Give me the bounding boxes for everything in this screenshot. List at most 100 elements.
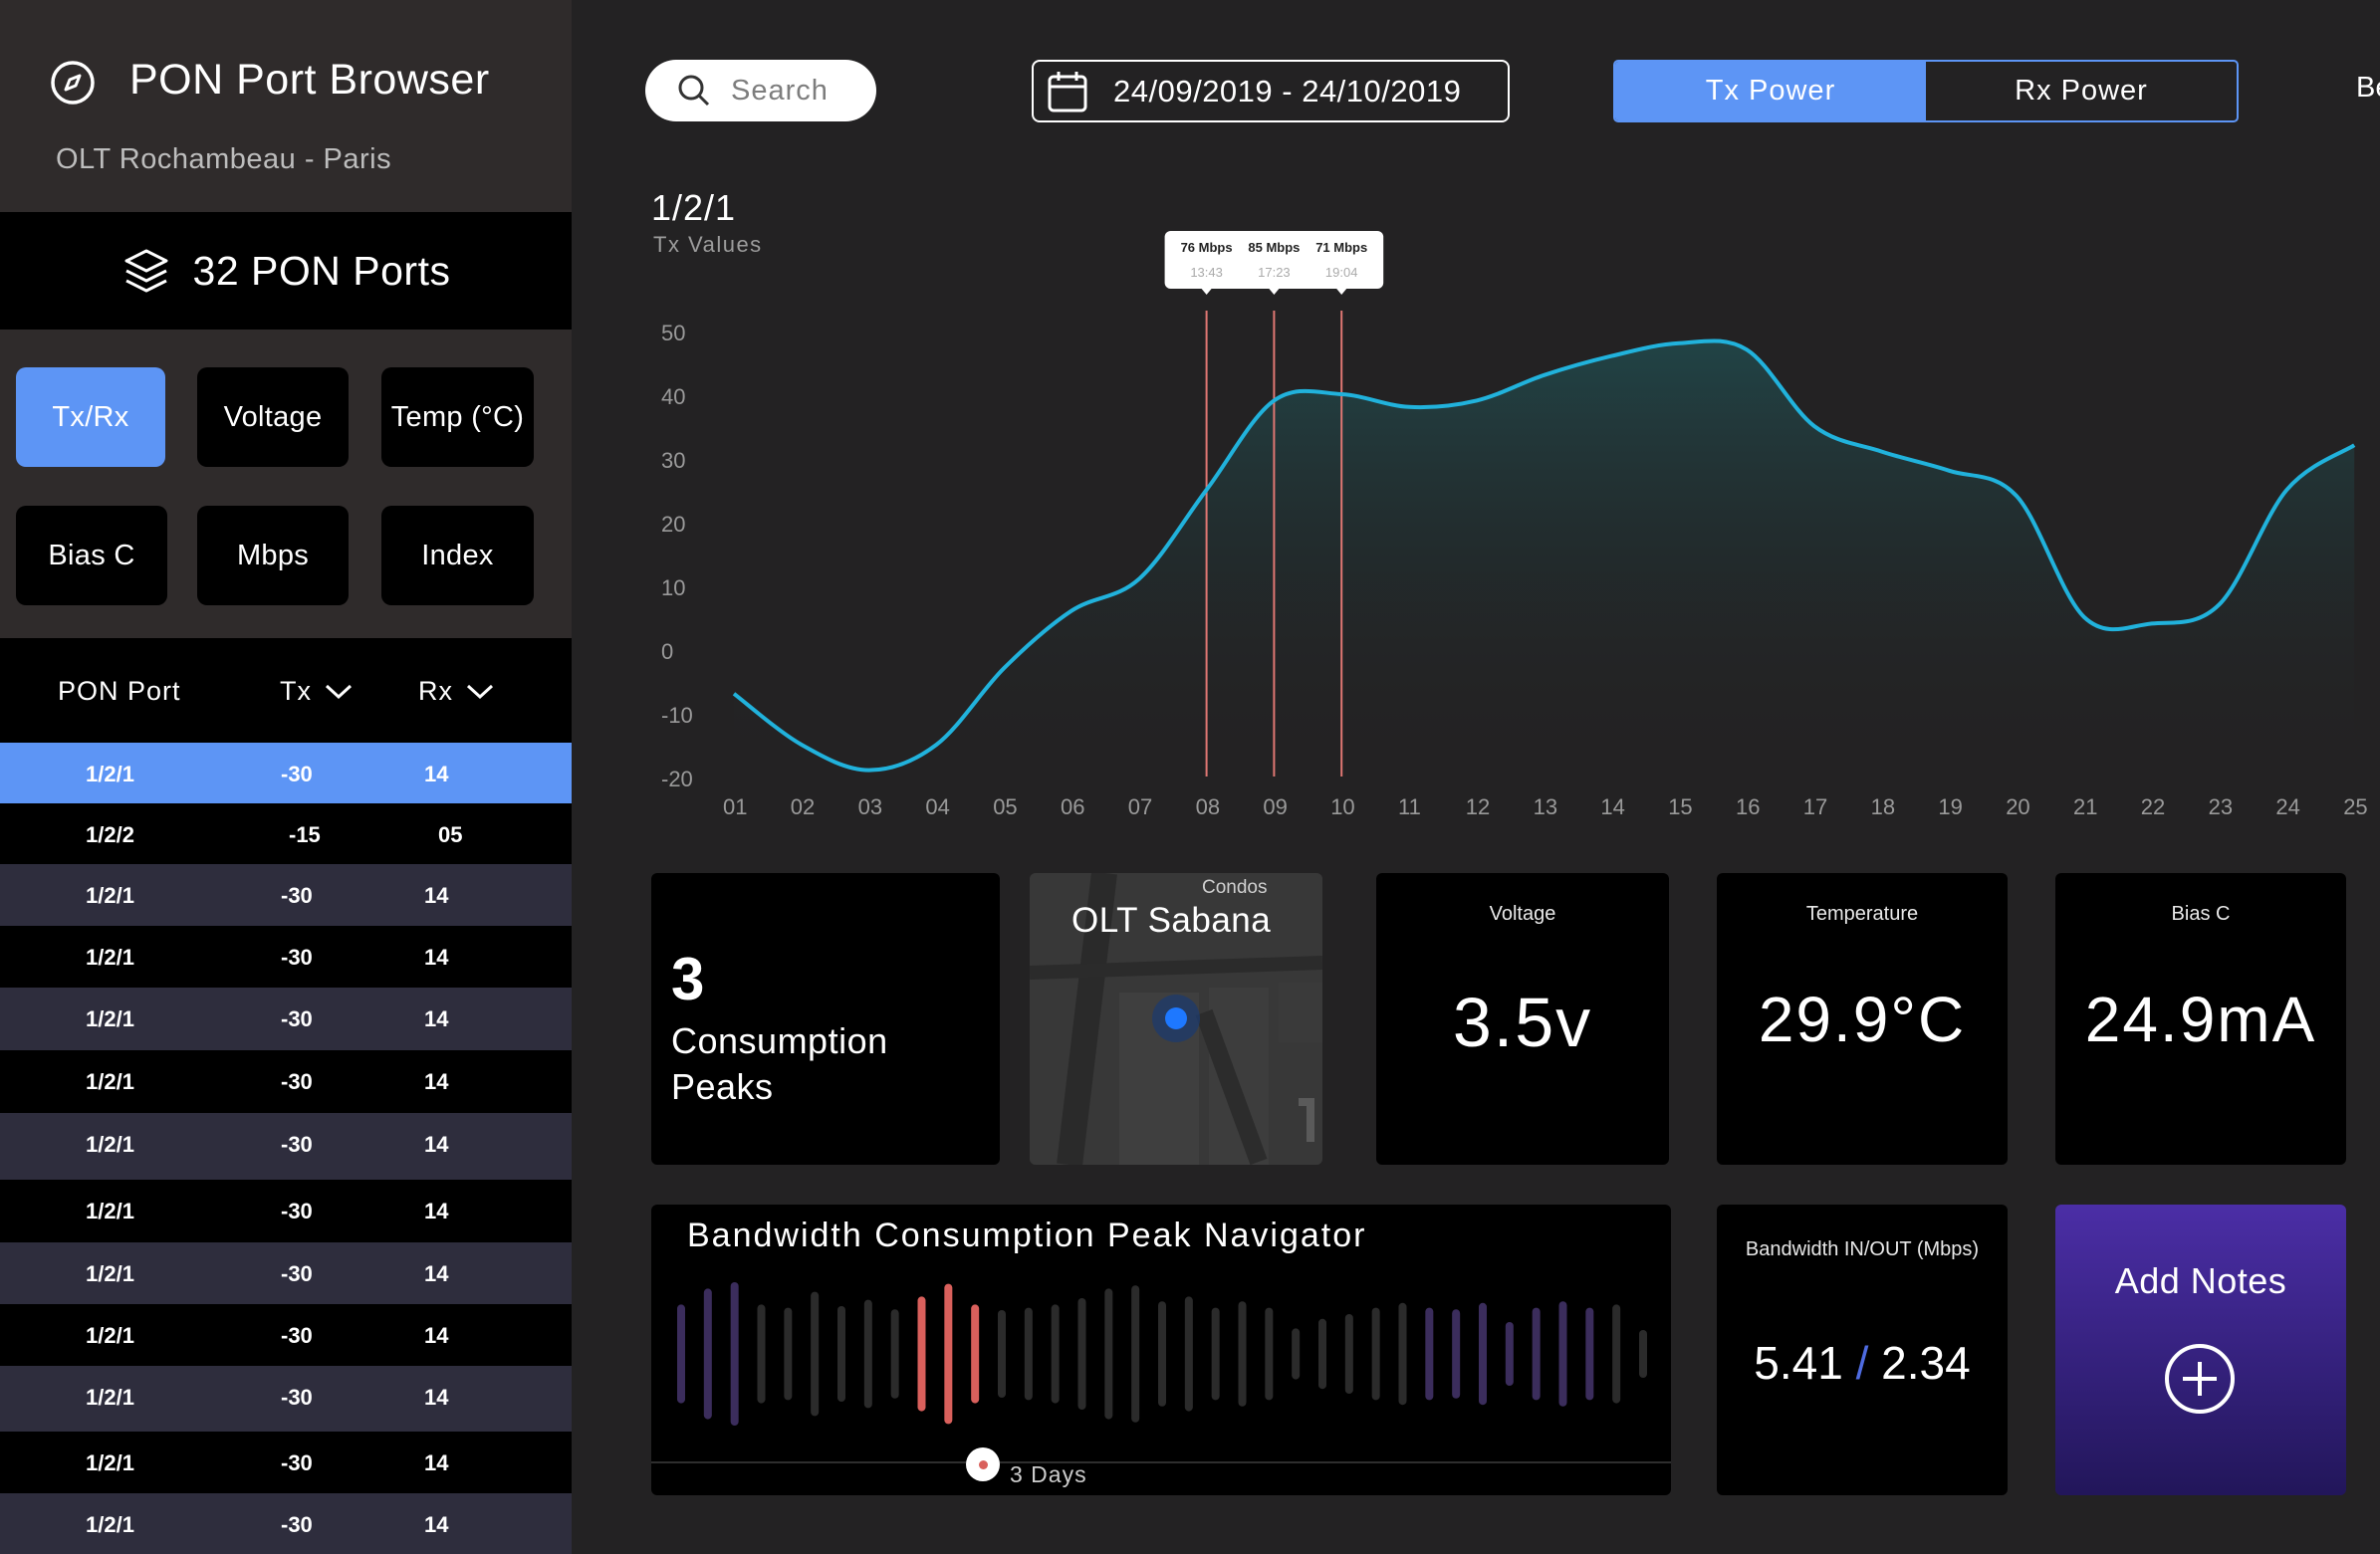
x-tick-label: 09	[1263, 794, 1287, 819]
navigator-bar[interactable]	[971, 1304, 980, 1404]
navigator-bar[interactable]	[1612, 1304, 1621, 1404]
navigator-bar[interactable]	[1184, 1296, 1193, 1412]
row-tx-cell: -15	[289, 822, 321, 847]
row-tx-cell: -30	[281, 883, 313, 908]
table-row[interactable]: 1/2/1 -30 14	[0, 864, 572, 926]
row-rx-cell: 05	[438, 822, 463, 847]
navigator-bar[interactable]	[1051, 1304, 1060, 1404]
navigator-bar[interactable]	[1479, 1302, 1487, 1406]
search-input[interactable]	[731, 74, 860, 108]
x-tick-label: 19	[1938, 794, 1962, 819]
navigator-bar[interactable]	[677, 1304, 685, 1404]
column-header-port[interactable]: PON Port	[58, 676, 181, 706]
add-notes-card[interactable]: Add Notes	[2055, 1205, 2346, 1495]
filter-index-button[interactable]: Index	[381, 506, 534, 605]
navigator-bar[interactable]	[1639, 1330, 1647, 1378]
navigator-bar[interactable]	[1292, 1328, 1301, 1380]
navigator-bar[interactable]	[837, 1306, 845, 1402]
row-rx-cell: 14	[424, 945, 449, 970]
filter-txrx-button[interactable]: Tx/Rx	[16, 367, 165, 467]
navigator-bar[interactable]	[1024, 1307, 1033, 1401]
layers-icon	[124, 249, 168, 293]
table-row-selected[interactable]: 1/2/1 -30 14	[0, 743, 572, 803]
navigator-bar[interactable]	[811, 1291, 820, 1417]
consumption-peaks-card[interactable]: 3 Consumption Peaks	[651, 873, 1000, 1165]
navigator-bar[interactable]	[1371, 1307, 1380, 1401]
navigator-bar[interactable]	[1585, 1307, 1594, 1401]
filter-mbps-button[interactable]: Mbps	[197, 506, 349, 605]
navigator-bar[interactable]	[1344, 1314, 1353, 1394]
navigator-bar[interactable]	[1318, 1318, 1326, 1390]
table-row[interactable]: 1/2/1 -30 14	[0, 1493, 572, 1554]
column-header-rx[interactable]: Rx	[418, 676, 495, 707]
navigator-bar[interactable]	[998, 1310, 1006, 1398]
table-row[interactable]: 1/2/1 -30 14	[0, 1366, 572, 1432]
filter-temp-button[interactable]: Temp (°C)	[381, 367, 534, 467]
table-row[interactable]: 1/2/1 -30 14	[0, 988, 572, 1050]
bandwidth-inout-card[interactable]: Bandwidth IN/OUT (Mbps) 5.41 / 2.34	[1717, 1205, 2008, 1495]
navigator-bar[interactable]	[917, 1296, 926, 1412]
navigator-bar[interactable]	[1238, 1301, 1247, 1407]
x-tick-label: 10	[1330, 794, 1354, 819]
table-row[interactable]: 1/2/2 -15 05	[0, 803, 572, 864]
navigator-bar[interactable]	[863, 1299, 872, 1409]
x-tick-label: 08	[1196, 794, 1220, 819]
chart-subtitle: Tx Values	[653, 232, 763, 257]
peak-navigator-card[interactable]: Bandwidth Consumption Peak Navigator 3 D…	[651, 1205, 1671, 1495]
x-tick-label: 15	[1668, 794, 1692, 819]
navigator-bar[interactable]	[1158, 1301, 1166, 1407]
navigator-bar[interactable]	[730, 1282, 739, 1426]
y-tick-label: 0	[661, 639, 673, 664]
plus-circle-icon[interactable]	[2163, 1342, 2237, 1416]
navigator-bar[interactable]	[1131, 1285, 1140, 1423]
date-range-picker[interactable]: 24/09/2019 - 24/10/2019	[1032, 60, 1510, 122]
overflow-tab-label[interactable]: Be	[2356, 72, 2380, 104]
filter-bias-button[interactable]: Bias C	[16, 506, 167, 605]
table-row[interactable]: 1/2/1 -30 14	[0, 1113, 572, 1180]
navigator-bar[interactable]	[1077, 1298, 1086, 1410]
navigator-bar[interactable]	[890, 1309, 899, 1399]
navigator-bar[interactable]	[944, 1283, 953, 1425]
x-tick-label: 20	[2006, 794, 2029, 819]
tx-values-chart[interactable]: 50 40 30 20 10 0 -10 -20 01 02 03 04 05 06 07 08 09 10 11 1…	[572, 219, 2380, 836]
x-tick-label: 01	[723, 794, 747, 819]
table-header: PON Port Tx Rx	[0, 638, 572, 743]
row-tx-cell: -30	[281, 1069, 313, 1094]
navigator-bar[interactable]	[1398, 1302, 1407, 1406]
rx-power-tab[interactable]: Rx Power	[2015, 75, 2148, 107]
row-tx-cell: -30	[281, 1199, 313, 1223]
navigator-bar[interactable]	[1425, 1307, 1434, 1401]
app-subtitle: OLT Rochambeau - Paris	[56, 143, 392, 175]
ports-count-box[interactable]: 32 PON Ports	[0, 212, 572, 330]
navigator-bar[interactable]	[1104, 1288, 1113, 1420]
temperature-label: Temperature	[1805, 903, 1919, 925]
ports-count-label: 32 PON Ports	[192, 247, 451, 294]
navigator-bar[interactable]	[1505, 1322, 1514, 1386]
peaks-count: 3	[671, 946, 705, 1012]
navigator-bar[interactable]	[1452, 1309, 1461, 1399]
table-row[interactable]: 1/2/1 -30 14	[0, 926, 572, 988]
map-card[interactable]: Condos OLT Sabana	[1030, 873, 1322, 1165]
voltage-card[interactable]: Voltage 3.5v	[1376, 873, 1669, 1165]
table-row[interactable]: 1/2/1 -30 14	[0, 1242, 572, 1304]
navigator-bar[interactable]	[757, 1304, 766, 1404]
table-row[interactable]: 1/2/1 -30 14	[0, 1180, 572, 1242]
navigator-handle[interactable]	[966, 1447, 1000, 1481]
navigator-bar[interactable]	[1558, 1301, 1567, 1407]
column-header-tx[interactable]: Tx	[280, 676, 354, 707]
y-tick-label: 40	[661, 384, 685, 409]
navigator-bar[interactable]	[784, 1307, 793, 1401]
table-row[interactable]: 1/2/1 -30 14	[0, 1050, 572, 1113]
navigator-bar[interactable]	[1532, 1307, 1541, 1401]
navigator-bar[interactable]	[1265, 1307, 1274, 1401]
navigator-bar[interactable]	[703, 1288, 712, 1420]
temperature-value: 29.9°C	[1758, 984, 1967, 1055]
tx-power-tab[interactable]: Tx Power	[1615, 62, 1926, 120]
search-box[interactable]	[645, 60, 876, 121]
navigator-bar[interactable]	[1211, 1307, 1220, 1401]
temperature-card[interactable]: Temperature 29.9°C	[1717, 873, 2008, 1165]
filter-voltage-button[interactable]: Voltage	[197, 367, 349, 467]
table-row[interactable]: 1/2/1 -30 14	[0, 1432, 572, 1493]
table-row[interactable]: 1/2/1 -30 14	[0, 1304, 572, 1366]
bias-card[interactable]: Bias C 24.9mA	[2055, 873, 2346, 1165]
